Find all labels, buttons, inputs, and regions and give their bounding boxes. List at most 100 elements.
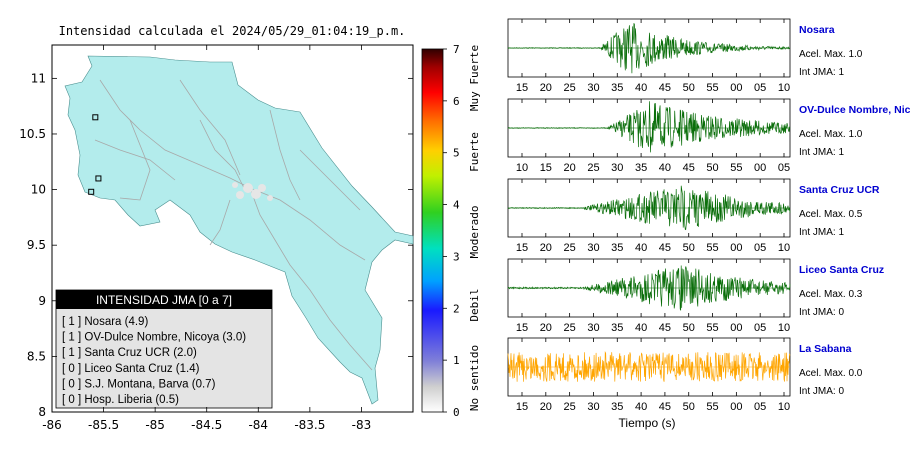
legend-items: [ 1 ] Nosara (4.9) [ 1 ] OV-Dulce Nombre,… xyxy=(62,316,246,406)
panel-tick-label: 15 xyxy=(540,162,552,174)
costa-rica-land xyxy=(64,55,414,405)
panel-tick-label: 35 xyxy=(635,162,647,174)
seismic-trace xyxy=(507,185,791,231)
legend-header xyxy=(56,290,272,309)
map-x-tick-label: -84.5 xyxy=(191,418,222,432)
colorbar-tick-label: 5 xyxy=(453,147,460,160)
panel-tick-label: 05 xyxy=(754,401,766,413)
station-max-accel: Acel. Max. 0.0 xyxy=(799,368,863,379)
station-max-accel: Acel. Max. 0.3 xyxy=(799,289,863,300)
station-name: OV-Dulce Nombre, Nicoya xyxy=(799,104,910,116)
map-x-tick-label: -85 xyxy=(145,418,165,432)
panel-tick-label: 25 xyxy=(587,162,599,174)
station-name: Santa Cruz UCR xyxy=(799,184,880,196)
map-y-tick-label: 9.5 xyxy=(27,238,46,252)
panel-tick-label: 00 xyxy=(730,82,742,94)
legend-box xyxy=(55,289,273,409)
panel-tick-label: 00 xyxy=(730,242,742,254)
panel-tick-label: 40 xyxy=(659,162,671,174)
colorbar-tick-label: 1 xyxy=(453,354,460,367)
colorbar-tick-label: 4 xyxy=(453,199,460,212)
panel-tick-label: 55 xyxy=(706,322,718,334)
panel-tick-label: 25 xyxy=(564,322,576,334)
station-marker xyxy=(95,175,102,182)
seismogram-panel: 15 20 25 30 35 40 45 50 55 00 05 10 Santa Cruz UCR Ac… xyxy=(507,178,880,254)
station-name: Liceo Santa Cruz xyxy=(799,264,884,276)
panel-tick-label: 35 xyxy=(611,82,623,94)
panel-tick-label: 45 xyxy=(659,82,671,94)
x-axis-label: Tiempo (s) xyxy=(619,416,676,430)
map-y-tick-label: 10.5 xyxy=(19,127,46,141)
map-x-tick-label: -83.5 xyxy=(294,418,325,432)
map-y-tick-label: 9 xyxy=(38,294,46,308)
panel-tick-label: 30 xyxy=(587,242,599,254)
station-name: Nosara xyxy=(799,24,835,36)
legend-item: [ 0 ] Liceo Santa Cruz (1.4) xyxy=(62,363,200,375)
road-network xyxy=(94,79,373,371)
panel-tick-label: 20 xyxy=(564,162,576,174)
colorbar-tick-label: 0 xyxy=(453,406,460,419)
seismic-trace xyxy=(507,350,791,382)
colorbar-intensity-label: Muy Fuerte xyxy=(468,45,481,111)
panel-tick-label: 35 xyxy=(611,322,623,334)
panel-tick-label: 40 xyxy=(635,242,647,254)
station-jma-intensity: Int JMA: 1 xyxy=(799,67,844,78)
panel-tick-label: 15 xyxy=(516,82,528,94)
panel-tick-label: 10 xyxy=(516,162,528,174)
panel-tick-label: 25 xyxy=(564,82,576,94)
legend-title: INTENSIDAD JMA [0 a 7] xyxy=(96,293,232,307)
panel-tick-label: 05 xyxy=(754,82,766,94)
panel-tick-label: 30 xyxy=(587,82,599,94)
map-title: Intensidad calculada el 2024/05/29_01:04… xyxy=(59,24,406,38)
colorbar-intensity-label: Debil xyxy=(468,288,481,321)
station-jma-intensity: Int JMA: 0 xyxy=(799,386,844,397)
panel-tick-label: 00 xyxy=(754,162,766,174)
map-y-tick-label: 8.5 xyxy=(27,349,46,363)
station-marker xyxy=(92,114,99,121)
panel-tick-label: 40 xyxy=(635,401,647,413)
city-cluster xyxy=(232,182,273,201)
intensity-legend: INTENSIDAD JMA [0 a 7] [ 1 ] Nosara (4.9… xyxy=(55,289,273,409)
colorbar-ticks: 7 6 5 4 3 2 1 0 xyxy=(443,43,460,419)
panel-tick-label: 45 xyxy=(659,322,671,334)
panel-tick-label: 40 xyxy=(635,82,647,94)
map-y-ticks: 11 10.5 10 9.5 9 8.5 8 xyxy=(19,71,413,419)
panel-tick-label: 55 xyxy=(706,401,718,413)
panel-tick-label: 25 xyxy=(564,401,576,413)
legend-item: [ 1 ] OV-Dulce Nombre, Nicoya (3.0) xyxy=(62,332,246,344)
panel-tick-label: 50 xyxy=(683,242,695,254)
panel-tick-label: 00 xyxy=(730,322,742,334)
panel-tick-label: 20 xyxy=(540,322,552,334)
legend-item: [ 1 ] Santa Cruz UCR (2.0) xyxy=(62,347,197,359)
colorbar-intensity-label: No sentido xyxy=(468,345,481,411)
legend-item: [ 0 ] S.J. Montana, Barva (0.7) xyxy=(62,378,216,390)
colorbar-tick-label: 3 xyxy=(453,250,460,263)
station-jma-intensity: Int JMA: 1 xyxy=(799,147,844,158)
seismogram-panel: 15 20 25 30 35 40 45 50 55 00 05 10 La Sabana Acel. M… xyxy=(507,337,863,413)
panel-tick-label: 45 xyxy=(683,162,695,174)
panel-tick-label: 50 xyxy=(706,162,718,174)
panel-tick-label: 05 xyxy=(754,322,766,334)
panel-tick-label: 55 xyxy=(706,242,718,254)
panel-tick-label: 15 xyxy=(516,322,528,334)
panel-tick-label: 55 xyxy=(706,82,718,94)
station-markers xyxy=(88,114,102,195)
map-x-tick-label: -86 xyxy=(42,418,62,432)
map-x-tick-label: -83 xyxy=(352,418,372,432)
panel-tick-label: 30 xyxy=(587,401,599,413)
panel-tick-label: 35 xyxy=(611,242,623,254)
panel-tick-label: 10 xyxy=(778,401,790,413)
colorbar-labels: Muy Fuerte Fuerte Moderado Debil No sentido xyxy=(468,45,481,411)
panel-tick-label: 50 xyxy=(683,322,695,334)
panel-tick-label: 05 xyxy=(754,242,766,254)
panel-tick-label: 55 xyxy=(730,162,742,174)
seismogram-panel: 15 20 25 30 35 40 45 50 55 00 05 10 Nosara Acel. Max.… xyxy=(507,18,863,94)
panel-tick-label: 15 xyxy=(516,242,528,254)
seismic-trace xyxy=(507,101,791,153)
station-max-accel: Acel. Max. 0.5 xyxy=(799,209,863,220)
panel-tick-label: 10 xyxy=(778,82,790,94)
panel-tick-label: 20 xyxy=(540,242,552,254)
colorbar-tick-label: 7 xyxy=(453,43,460,56)
panel-tick-label: 15 xyxy=(516,401,528,413)
seismic-trace xyxy=(507,22,791,74)
